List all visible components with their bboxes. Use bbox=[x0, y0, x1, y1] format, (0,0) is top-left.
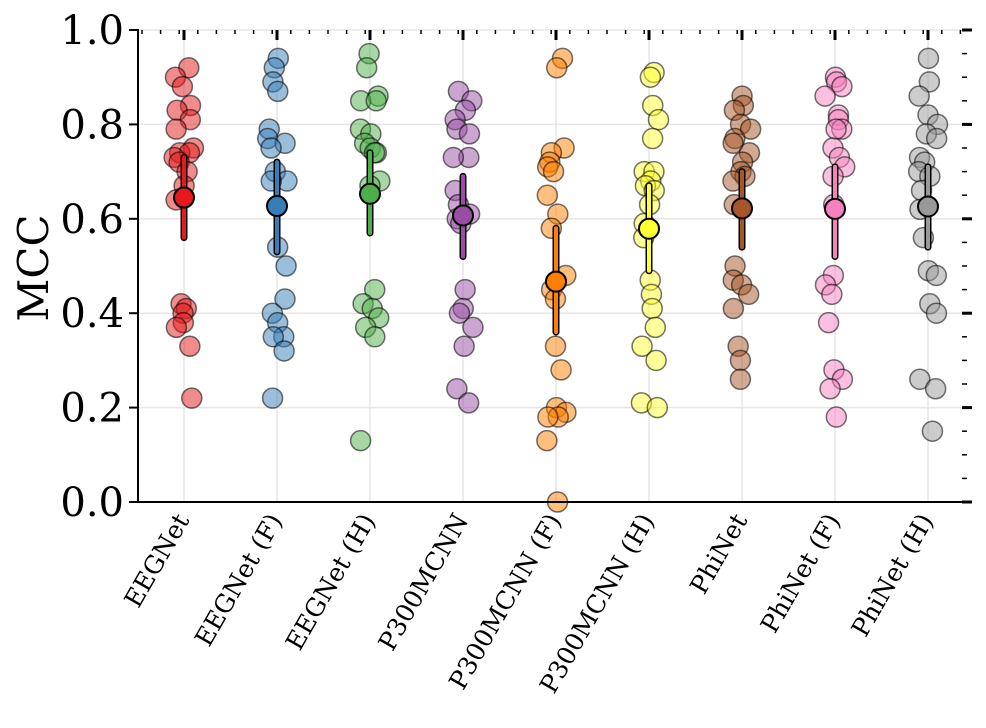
mean-error-bars bbox=[173, 149, 939, 336]
point-1-3 bbox=[267, 80, 289, 103]
y-tick-label-2: 0.4 bbox=[60, 291, 124, 337]
point-5-20 bbox=[646, 396, 669, 419]
mean-marker-1 bbox=[266, 195, 288, 218]
point-3-13 bbox=[454, 278, 476, 301]
point-2-18 bbox=[364, 326, 386, 348]
x-category-label-6: PhiNet bbox=[684, 509, 753, 599]
point-4-1 bbox=[546, 57, 568, 79]
point-5-1 bbox=[639, 66, 662, 88]
mean-marker-8 bbox=[917, 195, 939, 218]
point-5-15 bbox=[641, 297, 663, 320]
point-3-7 bbox=[442, 146, 465, 169]
point-8-17 bbox=[925, 302, 948, 324]
mean-marker-5 bbox=[638, 217, 660, 240]
point-0-21 bbox=[181, 387, 203, 409]
point-3-15 bbox=[448, 302, 471, 324]
point-7-2 bbox=[831, 75, 853, 98]
point-8-19 bbox=[924, 377, 947, 400]
point-3-18 bbox=[446, 377, 468, 400]
axes bbox=[129, 28, 972, 504]
point-5-17 bbox=[631, 335, 653, 357]
point-5-4 bbox=[641, 127, 664, 150]
mean-marker-0 bbox=[173, 186, 195, 209]
point-7-7 bbox=[825, 118, 847, 140]
point-8-15 bbox=[925, 264, 948, 287]
point-6-6 bbox=[722, 132, 744, 155]
point-8-18 bbox=[909, 368, 931, 391]
point-3-19 bbox=[457, 392, 480, 414]
mean-marker-7 bbox=[824, 197, 846, 220]
point-1-7 bbox=[260, 137, 282, 159]
point-2-1 bbox=[355, 57, 378, 79]
point-0-6 bbox=[165, 118, 187, 140]
point-3-5 bbox=[458, 123, 481, 145]
point-1-12 bbox=[275, 255, 297, 277]
point-6-16 bbox=[737, 283, 760, 306]
point-1-17 bbox=[262, 326, 285, 348]
point-6-17 bbox=[722, 297, 745, 320]
point-7-16 bbox=[817, 311, 840, 334]
x-category-label-7: PhiNet (F) bbox=[755, 509, 846, 638]
point-5-3 bbox=[647, 108, 670, 131]
point-7-19 bbox=[819, 377, 841, 400]
y-tick-label-4: 0.8 bbox=[60, 102, 124, 148]
point-4-14 bbox=[550, 359, 572, 381]
point-8-2 bbox=[908, 85, 930, 107]
y-tick-label-1: 0.2 bbox=[60, 386, 124, 432]
y-tick-label-3: 0.6 bbox=[60, 197, 124, 243]
point-5-18 bbox=[645, 349, 667, 372]
point-6-4 bbox=[739, 118, 762, 140]
point-7-3 bbox=[814, 85, 836, 107]
point-4-7 bbox=[536, 184, 559, 206]
point-0-20 bbox=[179, 335, 201, 357]
point-1-18 bbox=[273, 340, 295, 362]
x-category-label-1: EEGNet (F) bbox=[189, 509, 288, 652]
mean-marker-6 bbox=[731, 197, 753, 220]
x-category-label-2: EEGNet (H) bbox=[280, 509, 381, 656]
point-1-13 bbox=[274, 288, 296, 310]
x-category-label-8: PhiNet (H) bbox=[846, 509, 940, 642]
mean-marker-2 bbox=[359, 182, 381, 205]
point-7-20 bbox=[825, 406, 848, 428]
mean-marker-4 bbox=[545, 270, 567, 293]
x-category-label-0: EEGNet bbox=[118, 509, 195, 613]
y-tick-label-5: 1.0 bbox=[60, 8, 124, 54]
point-4-13 bbox=[544, 335, 567, 357]
point-0-2 bbox=[171, 75, 194, 98]
point-8-6 bbox=[925, 127, 948, 150]
point-3-17 bbox=[453, 335, 475, 357]
point-3-16 bbox=[462, 316, 484, 339]
point-4-18 bbox=[537, 406, 559, 428]
point-4-6 bbox=[542, 160, 565, 183]
point-2-4 bbox=[365, 90, 387, 112]
y-tick-label-0: 0.0 bbox=[60, 480, 124, 526]
point-7-15 bbox=[821, 283, 843, 306]
point-0-19 bbox=[165, 316, 188, 339]
mean-marker-3 bbox=[452, 204, 474, 227]
x-category-label-3: P300MCNN bbox=[373, 509, 475, 656]
point-1-19 bbox=[261, 387, 284, 409]
point-6-19 bbox=[729, 349, 752, 372]
y-axis-title: MCC bbox=[9, 214, 58, 321]
point-4-19 bbox=[536, 429, 558, 452]
point-6-20 bbox=[729, 368, 752, 391]
point-2-19 bbox=[349, 429, 372, 452]
point-5-16 bbox=[644, 316, 667, 339]
point-8-0 bbox=[917, 47, 940, 70]
point-8-20 bbox=[921, 420, 944, 442]
